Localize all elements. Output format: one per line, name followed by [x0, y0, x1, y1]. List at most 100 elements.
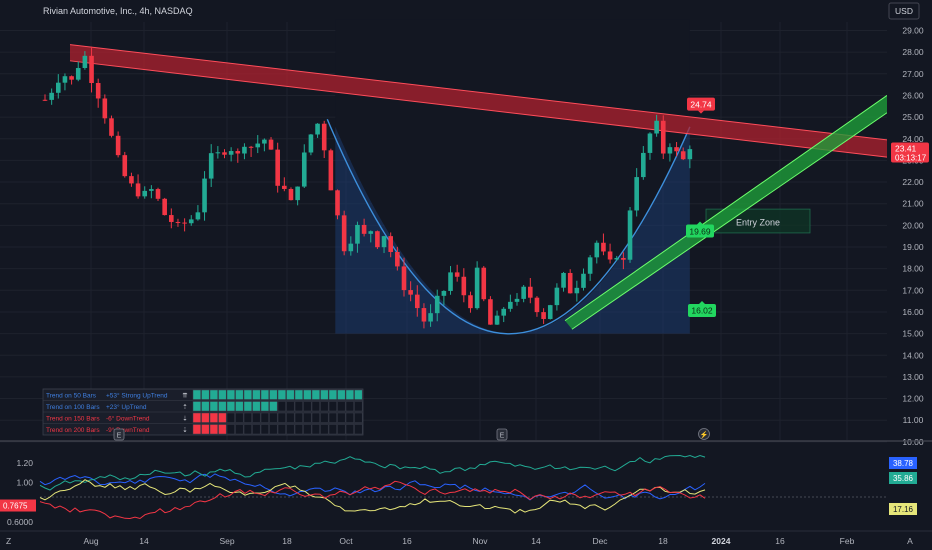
candle-body [514, 298, 520, 302]
osc-tick-label: 1.20 [16, 458, 33, 468]
candle-body [508, 301, 513, 309]
candle-body [607, 251, 613, 260]
trend-cell [269, 412, 278, 423]
candle-body [275, 149, 280, 186]
trend-cell [235, 401, 244, 412]
trend-cell [243, 401, 252, 412]
trend-cell [354, 424, 363, 435]
trend-cell [243, 412, 252, 423]
trend-cell [269, 424, 278, 435]
candle-body [308, 134, 314, 153]
time-tick-label: 16 [775, 536, 785, 546]
osc-tick-label: 1.00 [16, 478, 33, 488]
time-tick-label: Feb [840, 536, 855, 546]
trend-cell [218, 389, 227, 400]
trend-cell [209, 424, 218, 435]
event-icon[interactable] [496, 428, 508, 441]
time-tick-label: Sep [219, 536, 234, 546]
price-axis-bg [887, 22, 932, 440]
candle-body [441, 290, 447, 296]
trend-cell [201, 389, 210, 400]
candle-body [208, 153, 214, 179]
candle-body [182, 222, 187, 224]
candle-body [142, 190, 148, 197]
candle-body [587, 257, 593, 274]
osc-left-value: 0.7675 [3, 502, 28, 511]
candle-body [115, 135, 121, 156]
trend-cell [277, 412, 286, 423]
candle-body [188, 219, 194, 224]
trend-cell [286, 401, 295, 412]
trend-cell [226, 412, 235, 423]
candle-body [129, 176, 134, 184]
trend-cell [294, 412, 303, 423]
price-tick-label: 13.00 [902, 372, 924, 382]
time-tick-label: 16 [402, 536, 412, 546]
candle-body [547, 305, 553, 319]
trend-cell [192, 401, 201, 412]
trend-cell [252, 424, 261, 435]
candle-body [102, 98, 108, 119]
candle-body [149, 189, 154, 191]
candle-body [255, 143, 261, 148]
resistance-channel [70, 44, 887, 158]
trend-cell [260, 412, 269, 423]
osc-tick-label: 0.6000 [7, 517, 33, 527]
auto-scale-button[interactable]: A [907, 536, 913, 546]
trend-row-value: -6° DownTrend [106, 415, 150, 423]
candle-body [49, 92, 54, 100]
candle-body [162, 198, 167, 216]
trend-cell [269, 389, 278, 400]
event-icon[interactable] [113, 428, 125, 441]
price-tick-label: 29.00 [902, 26, 924, 36]
trend-cell [277, 389, 286, 400]
timezone-button[interactable]: Z [6, 536, 11, 546]
osc-value-tag [889, 503, 917, 515]
flash-icon[interactable] [698, 428, 710, 440]
trend-cell [201, 401, 210, 412]
trend-cell [320, 389, 329, 400]
candle-body [321, 123, 327, 151]
osc-line-green [39, 454, 706, 491]
price-tick-label: 12.00 [902, 394, 924, 404]
trend-cell [354, 412, 363, 423]
trend-row-value: +53° Strong UpTrend [106, 392, 168, 400]
last-price-tag [891, 142, 929, 163]
candle-body [228, 151, 234, 155]
candle-body [448, 272, 453, 291]
trend-cell [294, 424, 303, 435]
trend-cell [260, 424, 269, 435]
candle-body [567, 272, 573, 294]
candle-body [341, 215, 347, 252]
trend-cell [311, 412, 320, 423]
time-tick-label: 18 [658, 536, 668, 546]
trend-cell [235, 389, 244, 400]
time-tick-label: Dec [592, 536, 608, 546]
support-channel [565, 95, 887, 330]
price-tick-label: 14.00 [902, 350, 924, 360]
zone-top-callout-pointer [697, 221, 703, 225]
candle-body [554, 287, 560, 306]
osc-value-tag [889, 472, 917, 484]
trend-cell [218, 412, 227, 423]
price-tick-label: 15.00 [902, 329, 924, 339]
price-axis[interactable]: 29.0028.0027.0026.0025.0024.0023.0022.00… [887, 22, 932, 447]
candle-body [69, 76, 74, 80]
candle-body [481, 267, 487, 300]
trend-cell [218, 401, 227, 412]
candle-body [262, 139, 267, 144]
candle-body [301, 152, 307, 187]
candle-body [634, 177, 639, 211]
candle-body [122, 155, 128, 177]
candle-body [42, 99, 48, 101]
trend-cell [303, 401, 312, 412]
entry-zone-label: Entry Zone [736, 218, 780, 228]
time-axis[interactable]: Aug 14 Sep 18 Oct 16 Nov 14 Dec 18 2024 16 Feb Z A [0, 530, 932, 546]
price-tick-label: 24.00 [902, 134, 924, 144]
trend-cell [235, 424, 244, 435]
trend-cell [354, 401, 363, 412]
price-tick-label: 16.00 [902, 307, 924, 317]
currency-button[interactable]: USD [888, 2, 920, 20]
